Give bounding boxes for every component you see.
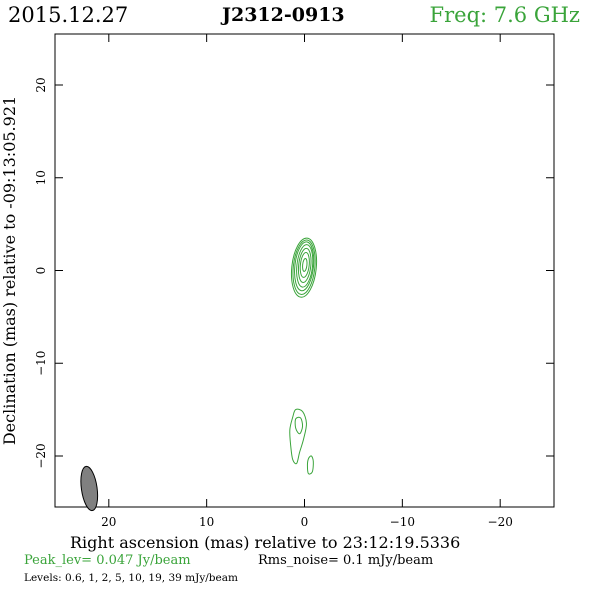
core-contour [302, 257, 308, 272]
x-tick-label: 0 [301, 515, 309, 529]
contour-levels: Levels: 0.6, 1, 2, 5, 10, 19, 39 mJy/bea… [24, 572, 238, 584]
peak-level: Peak_lev= 0.047 Jy/beam [24, 553, 191, 568]
y-tick-label: 10 [34, 170, 48, 185]
x-tick-label: −10 [390, 515, 415, 529]
jet-contour [294, 416, 304, 435]
x-tick-label: 20 [101, 515, 116, 529]
core-contour [292, 239, 316, 295]
core-contour [294, 241, 315, 292]
core-contour [290, 237, 318, 298]
core-contour [296, 244, 314, 288]
y-axis-label: Declination (mas) relative to -09:13:05.… [0, 96, 19, 445]
jet-contour [306, 455, 314, 475]
x-axis-label: Right ascension (mas) relative to 23:12:… [70, 533, 461, 552]
observation-date: 2015.12.27 [8, 3, 129, 27]
source-name: J2312-0913 [222, 4, 345, 26]
y-tick-label: −10 [34, 351, 48, 376]
y-tick-label: 0 [34, 267, 48, 275]
core-contour [297, 247, 312, 283]
x-tick-label: 10 [199, 515, 214, 529]
rms-noise: Rms_noise= 0.1 mJy/beam [258, 553, 434, 568]
y-tick-label: 20 [34, 77, 48, 92]
y-tick-label: −20 [34, 443, 48, 468]
frequency-label: Freq: 7.6 GHz [429, 3, 580, 27]
core-contour [299, 251, 310, 278]
x-tick-label: −20 [488, 515, 513, 529]
jet-contour [289, 408, 307, 465]
beam-ellipse [80, 465, 99, 512]
